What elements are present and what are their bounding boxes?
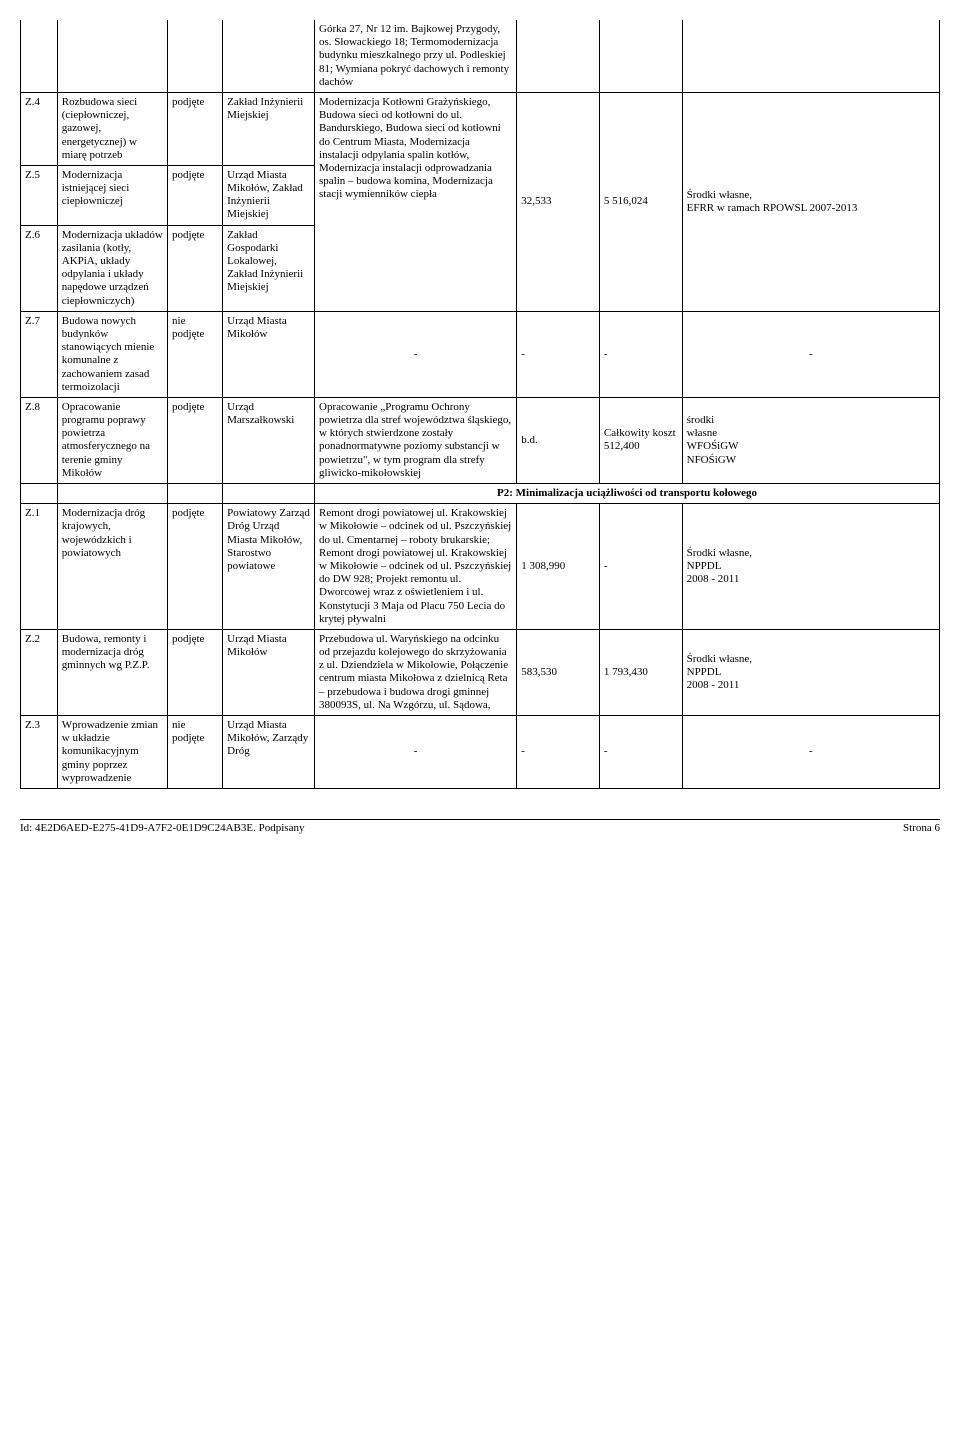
cell [168,484,223,504]
cell-id: Z.3 [21,716,58,789]
cell-num2: Całkowity koszt 512,400 [599,397,682,483]
cell-num2: 1 793,430 [599,629,682,715]
cell-task: Modernizacja układów zasilania (kotły, A… [57,225,167,311]
cell-num1: b.d. [517,397,600,483]
cell-id: Z.6 [21,225,58,311]
cell-status: podjęte [168,629,223,715]
cell-id: Z.7 [21,311,58,397]
footer-id: Id: 4E2D6AED-E275-41D9-A7F2-0E1D9C24AB3E… [20,822,304,834]
table-row: Z.7 Budowa nowych budynków stanowiących … [21,311,940,397]
cell-num1: - [517,311,600,397]
footer-page: Strona 6 [903,822,940,834]
cell-unit: Urząd Marszałkowski [223,397,315,483]
cell-src: - [682,311,939,397]
cell [57,20,167,92]
cell [21,20,58,92]
cell-task: Wprowadzenie zmian w układzie komunikacy… [57,716,167,789]
table-row: Z.4 Rozbudowa sieci (ciepłowniczej, gazo… [21,92,940,165]
cell-src: Środki własne, EFRR w ramach RPOWSL 2007… [682,92,939,311]
cell-src: środki własne WFOŚiGW NFOŚiGW [682,397,939,483]
cell: Górka 27, Nr 12 im. Bajkowej Przygody, o… [315,20,517,92]
cell-status: podjęte [168,504,223,630]
cell-num1: - [517,716,600,789]
table-row: Z.1 Modernizacja dróg krajowych, wojewód… [21,504,940,630]
cell-unit: Urząd Miasta Mikołów [223,629,315,715]
cell-status: nie podjęte [168,311,223,397]
cell [682,20,939,92]
cell-num1: 1 308,990 [517,504,600,630]
cell-id: Z.1 [21,504,58,630]
table-row: Z.8 Opracowanie programu poprawy powietr… [21,397,940,483]
cell-desc: - [315,716,517,789]
cell-num2: - [599,311,682,397]
cell-num1: 583,530 [517,629,600,715]
cell-id: Z.8 [21,397,58,483]
cell [599,20,682,92]
cell-status: podjęte [168,397,223,483]
cell [223,20,315,92]
section-header: P2: Minimalizacja uciążliwości od transp… [315,484,940,504]
cell [223,484,315,504]
table-row: Z.2 Budowa, remonty i modernizacja dróg … [21,629,940,715]
cell-unit: Urząd Miasta Mikołów, Zarządy Dróg [223,716,315,789]
cell-desc: - [315,311,517,397]
cell-id: Z.4 [21,92,58,165]
cell-task: Budowa, remonty i modernizacja dróg gmin… [57,629,167,715]
cell-task: Rozbudowa sieci (ciepłowniczej, gazowej,… [57,92,167,165]
cell-task: Modernizacja dróg krajowych, wojewódzkic… [57,504,167,630]
cell [168,20,223,92]
cell-unit: Urząd Miasta Mikołów [223,311,315,397]
cell-src: Środki własne, NPPDL 2008 - 2011 [682,629,939,715]
cell-status: podjęte [168,92,223,165]
report-table: Górka 27, Nr 12 im. Bajkowej Przygody, o… [20,20,940,789]
cell-desc: Remont drogi powiatowej ul. Krakowskiej … [315,504,517,630]
cell-id: Z.2 [21,629,58,715]
cell-task: Budowa nowych budynków stanowiących mien… [57,311,167,397]
cell-num2: 5 516,024 [599,92,682,311]
cell [57,484,167,504]
cell-status: podjęte [168,225,223,311]
cell-src: - [682,716,939,789]
cell-desc: Opracowanie „Programu Ochrony powietrza … [315,397,517,483]
cell-num2: - [599,716,682,789]
cell-unit: Urząd Miasta Mikołów, Zakład Inżynierii … [223,165,315,225]
cell-unit: Zakład Inżynierii Miejskiej [223,92,315,165]
cell-task: Modernizacja istniejącej sieci ciepłowni… [57,165,167,225]
section-header-row: P2: Minimalizacja uciążliwości od transp… [21,484,940,504]
page-footer: Id: 4E2D6AED-E275-41D9-A7F2-0E1D9C24AB3E… [20,819,940,834]
cell-status: podjęte [168,165,223,225]
cell-unit: Zakład Gospodarki Lokalowej, Zakład Inży… [223,225,315,311]
cell-id: Z.5 [21,165,58,225]
cell-status: nie podjęte [168,716,223,789]
table-row: Górka 27, Nr 12 im. Bajkowej Przygody, o… [21,20,940,92]
cell-desc: Przebudowa ul. Waryńskiego na odcinku od… [315,629,517,715]
cell [517,20,600,92]
cell-task: Opracowanie programu poprawy powietrza a… [57,397,167,483]
cell-src: Środki własne, NPPDL 2008 - 2011 [682,504,939,630]
cell-desc: Modernizacja Kotłowni Grażyńskiego, Budo… [315,92,517,311]
cell-num2: - [599,504,682,630]
cell-unit: Powiatowy Zarząd Dróg Urząd Miasta Mikoł… [223,504,315,630]
cell [21,484,58,504]
cell-num1: 32,533 [517,92,600,311]
table-row: Z.3 Wprowadzenie zmian w układzie komuni… [21,716,940,789]
